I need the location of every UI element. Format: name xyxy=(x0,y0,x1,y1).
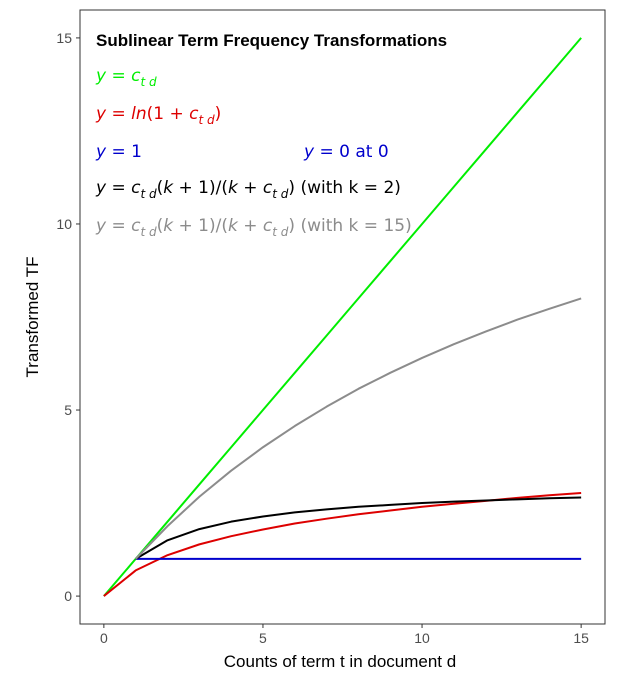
linear-line xyxy=(103,37,582,597)
y-tick-label: 15 xyxy=(56,30,72,46)
zero-note: y = 0 at 0 xyxy=(303,142,389,162)
plot-panel xyxy=(79,9,606,625)
bm25-k15-line xyxy=(134,297,582,560)
linear-formula: y = ct d xyxy=(95,66,157,89)
x-tick-label: 15 xyxy=(573,630,589,646)
bm25-k2-line xyxy=(135,496,582,560)
constant-formula: y = 1 xyxy=(95,142,142,162)
bm25-k15-formula: y = ct d(k + 1)/(k + ct d) (with k = 15) xyxy=(95,216,412,239)
x-axis-title: Counts of term t in document d xyxy=(224,652,456,671)
bm25-k2-formula: y = ct d(k + 1)/(k + ct d) (with k = 2) xyxy=(95,178,401,201)
y-tick-label: 0 xyxy=(64,588,72,604)
x-tick-label: 10 xyxy=(414,630,430,646)
log-formula: y = ln(1 + ct d) xyxy=(95,104,221,127)
y-tick-label: 5 xyxy=(64,402,72,418)
y-axis-title: Transformed TF xyxy=(23,257,42,378)
x-tick-label: 0 xyxy=(100,630,108,646)
y-tick-label: 10 xyxy=(56,216,72,232)
chart-title: Sublinear Term Frequency Transformations xyxy=(96,31,447,50)
x-tick-label: 5 xyxy=(259,630,267,646)
